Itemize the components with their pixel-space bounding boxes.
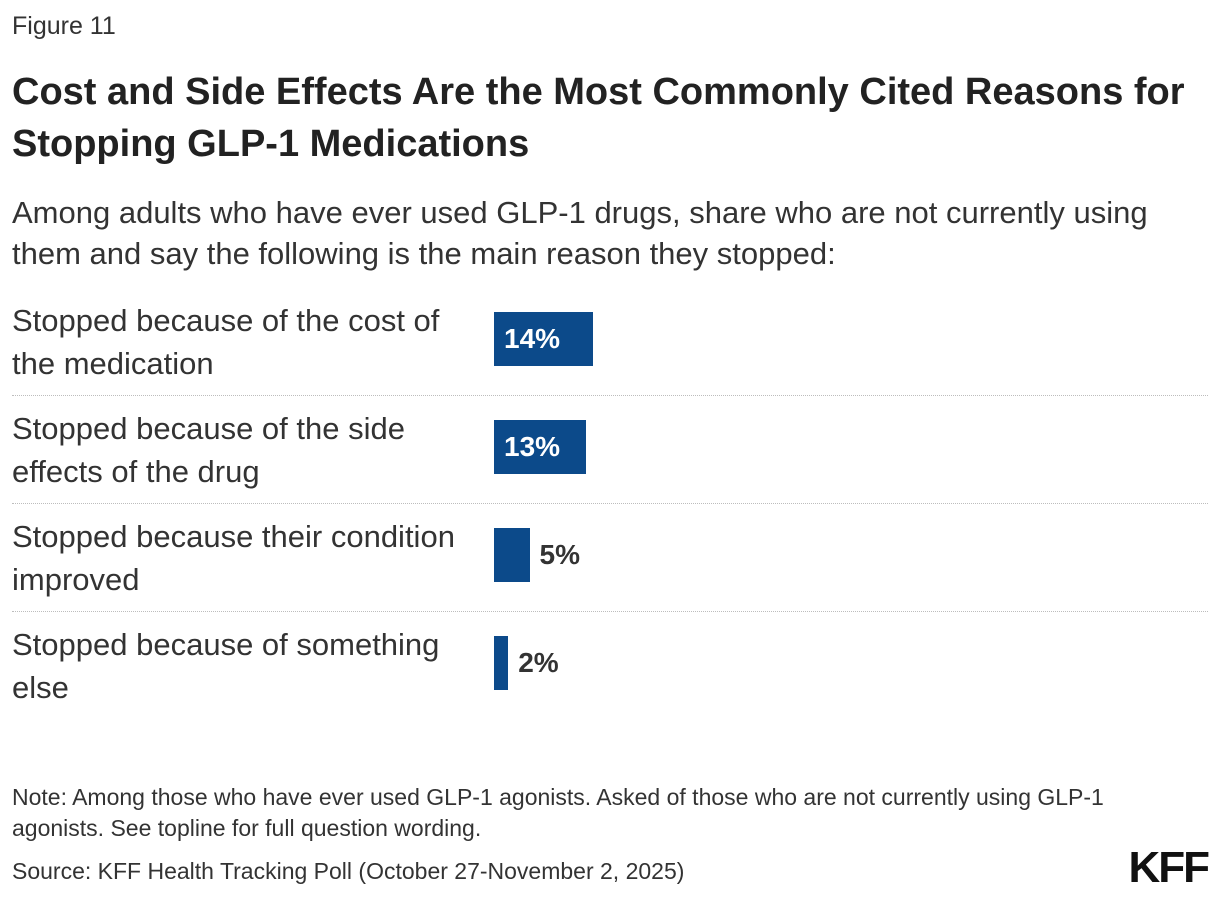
data-label: 14%	[504, 323, 561, 354]
category-label: Stopped because their condition improved	[12, 519, 455, 597]
row-divider	[12, 611, 1208, 612]
chart-note: Note: Among those who have ever used GLP…	[12, 784, 1104, 841]
bar-chart: Stopped because of the cost of the medic…	[0, 288, 1220, 748]
bar-row: Stopped because of the side effects of t…	[12, 396, 1208, 504]
category-label: Stopped because of the side effects of t…	[12, 411, 405, 489]
bar	[494, 312, 594, 366]
chart-source: Source: KFF Health Tracking Poll (Octobe…	[12, 858, 685, 884]
bar-row: Stopped because of the cost of the medic…	[12, 288, 1208, 396]
chart-subtitle: Among adults who have ever used GLP-1 dr…	[12, 195, 1148, 271]
data-label: 2%	[518, 647, 559, 678]
bar	[494, 636, 509, 690]
kff-logo: KFF	[1128, 843, 1210, 892]
chart-title: Cost and Side Effects Are the Most Commo…	[12, 71, 1185, 165]
bar-row: Stopped because their condition improved…	[12, 504, 1208, 612]
category-label: Stopped because of something else	[12, 627, 440, 705]
bar	[494, 420, 587, 474]
row-divider	[12, 503, 1208, 504]
data-label: 13%	[504, 431, 561, 462]
category-label: Stopped because of the cost of the medic…	[12, 303, 440, 381]
bar	[494, 528, 530, 582]
bar-row: Stopped because of something else 2%	[12, 612, 1208, 720]
row-divider	[12, 395, 1208, 396]
data-label: 5%	[539, 539, 580, 570]
figure-label: Figure 11	[12, 12, 116, 40]
